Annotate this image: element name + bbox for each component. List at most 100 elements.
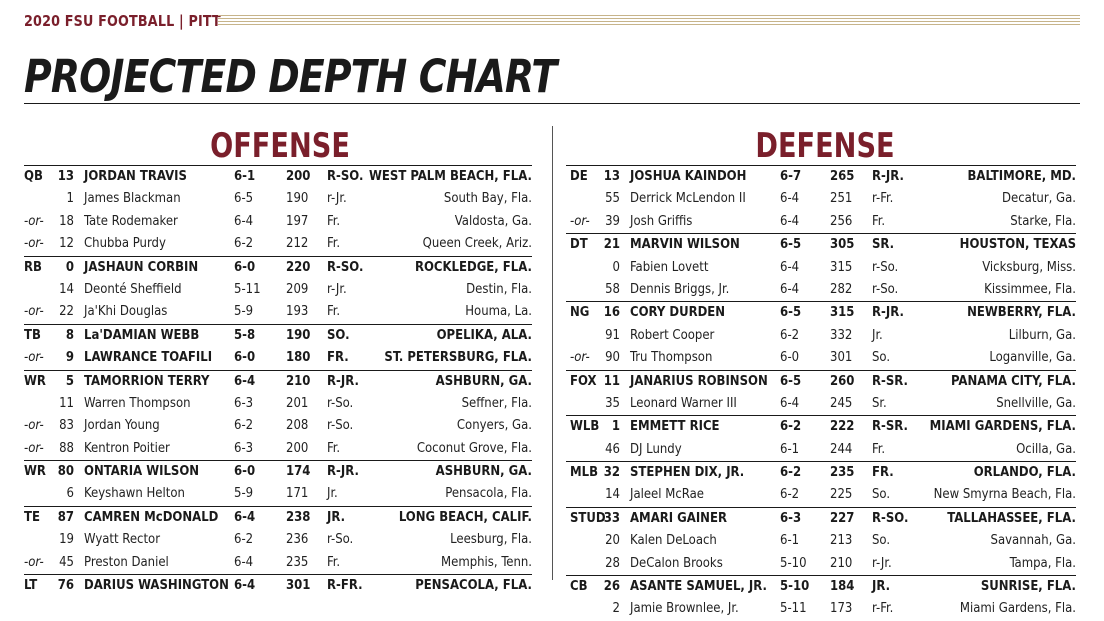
offense-pos: -or-: [24, 213, 44, 229]
offense-pos: WR: [24, 464, 46, 480]
defense-wt: 244: [830, 441, 853, 457]
defense-num: 39: [605, 213, 620, 229]
defense-row: FOX 11 JANARIUS ROBINSON 6-5 260 R-SR. PANAMA …: [566, 369, 1076, 393]
defense-cl: Fr.: [872, 213, 886, 229]
offense-cl: r-So.: [327, 395, 354, 411]
defense-cl: r-So.: [872, 281, 899, 297]
defense-wt: 251: [830, 191, 853, 207]
defense-ht: 6-2: [780, 465, 802, 481]
defense-hometown: Tampa, Fla.: [1009, 555, 1076, 571]
offense-num: 76: [57, 578, 74, 594]
defense-depth-chart: DE 13 JOSHUA KAINDOH 6-7 265 R-JR. BALTIMORE, …: [566, 165, 1076, 621]
defense-cl: Sr.: [872, 395, 887, 411]
offense-num: 19: [59, 532, 74, 548]
defense-row: 14 Jaleel McRae 6-2 225 So. New Smyrna Beach,…: [566, 484, 1076, 506]
defense-wt: 245: [830, 395, 853, 411]
offense-cl: R-SO.: [327, 169, 364, 184]
offense-wt: 235: [286, 554, 309, 570]
offense-row: -or- 12 Chubba Purdy 6-2 212 Fr. Queen Creek, …: [24, 233, 532, 255]
defense-num: 91: [605, 327, 620, 343]
defense-num: 11: [603, 373, 620, 389]
offense-row: 1 James Blackman 6-5 190 r-Jr. South Bay, Fla…: [24, 188, 532, 210]
offense-wt: 174: [286, 464, 311, 480]
offense-row: RB 0 JASHAUN CORBIN 6-0 220 R-SO. ROCKLEDGE, F…: [24, 255, 532, 279]
defense-cl: r-Fr.: [872, 191, 894, 207]
defense-hometown: Savannah, Ga.: [990, 533, 1076, 549]
defense-num: 33: [603, 510, 620, 526]
defense-ht: 6-2: [780, 419, 802, 435]
offense-num: 22: [59, 304, 74, 320]
defense-hometown: Lilburn, Ga.: [1008, 327, 1076, 343]
offense-wt: 210: [286, 373, 311, 389]
defense-ht: 5-10: [780, 579, 810, 595]
header-label: 2020 FSU FOOTBALL | PITT: [24, 12, 221, 30]
offense-hometown: ST. PETERSBURG, FLA.: [384, 350, 532, 366]
offense-depth-chart: QB 13 JORDAN TRAVIS 6-1 200 R-SO. WEST PALM BE…: [24, 165, 532, 597]
offense-row: -or- 22 Ja'Khi Douglas 5-9 193 Fr. Houma, La.: [24, 301, 532, 323]
defense-pos: MLB: [570, 465, 599, 481]
defense-pos: -or-: [570, 350, 590, 366]
offense-name: Warren Thompson: [84, 395, 191, 411]
defense-wt: 235: [830, 465, 855, 481]
offense-wt: 190: [286, 191, 309, 207]
defense-ht: 6-5: [780, 237, 802, 253]
offense-hometown: ASHBURN, GA.: [435, 373, 532, 389]
defense-name: JANARIUS ROBINSON: [630, 373, 768, 389]
offense-hometown: Seffner, Fla.: [461, 395, 532, 411]
defense-hometown: Miami Gardens, Fla.: [959, 601, 1076, 617]
defense-cl: r-Jr.: [872, 555, 892, 571]
offense-num: 13: [57, 169, 74, 184]
offense-row: QB 13 JORDAN TRAVIS 6-1 200 R-SO. WEST PALM BE…: [24, 165, 532, 188]
offense-name: Chubba Purdy: [84, 236, 166, 252]
offense-wt: 238: [286, 509, 311, 525]
offense-name: JORDAN TRAVIS: [84, 169, 187, 184]
defense-row: 28 DeCalon Brooks 5-10 210 r-Jr. Tampa, Fla.: [566, 553, 1076, 575]
defense-name: Derrick McLendon II: [630, 191, 746, 207]
defense-cl: So.: [872, 487, 891, 503]
defense-cl: Jr.: [872, 327, 883, 343]
offense-ht: 6-4: [234, 509, 256, 525]
defense-pos: CB: [570, 579, 588, 595]
defense-num: 2: [612, 601, 620, 617]
defense-hometown: Decatur, Ga.: [1002, 191, 1076, 207]
offense-name: Kentron Poitier: [84, 440, 170, 456]
offense-hometown: WEST PALM BEACH, FLA.: [369, 169, 532, 184]
defense-ht: 6-4: [780, 213, 800, 229]
defense-ht: 6-5: [780, 373, 802, 389]
defense-ht: 6-4: [780, 281, 800, 297]
offense-num: 5: [65, 373, 74, 389]
defense-pos: DE: [570, 169, 588, 184]
offense-wt: 190: [286, 327, 311, 343]
defense-wt: 173: [830, 601, 853, 617]
offense-name: DARIUS WASHINGTON: [84, 578, 229, 594]
offense-pos: RB: [24, 259, 42, 275]
defense-ht: 6-2: [780, 327, 800, 343]
defense-hometown: PANAMA CITY, FLA.: [951, 373, 1076, 389]
offense-num: 9: [65, 350, 74, 366]
offense-ht: 6-4: [234, 554, 254, 570]
defense-num: 1: [611, 419, 620, 435]
offense-row: -or- 18 Tate Rodemaker 6-4 197 Fr. Valdosta, G…: [24, 211, 532, 233]
offense-ht: 6-2: [234, 418, 254, 434]
defense-wt: 213: [830, 533, 853, 549]
offense-hometown: LONG BEACH, CALIF.: [398, 509, 532, 525]
defense-num: 14: [605, 487, 620, 503]
offense-name: Keyshawn Helton: [84, 486, 185, 502]
offense-ht: 6-4: [234, 578, 256, 594]
defense-wt: 315: [830, 259, 853, 275]
defense-num: 28: [605, 555, 620, 571]
defense-cl: Fr.: [872, 441, 886, 457]
offense-row: LT 76 DARIUS WASHINGTON 6-4 301 R-FR. PENSACOL…: [24, 574, 532, 597]
defense-name: Kalen DeLoach: [630, 533, 717, 549]
defense-hometown: HOUSTON, TEXAS: [959, 237, 1076, 253]
defense-name: Fabien Lovett: [630, 259, 709, 275]
page-title: PROJECTED DEPTH CHART: [24, 50, 557, 103]
defense-row: 91 Robert Cooper 6-2 332 Jr. Lilburn, Ga.: [566, 325, 1076, 347]
offense-cl: Fr.: [327, 236, 341, 252]
offense-pos: -or-: [24, 350, 44, 366]
offense-name: Ja'Khi Douglas: [84, 304, 168, 320]
defense-name: JOSHUA KAINDOH: [630, 169, 747, 184]
offense-ht: 6-3: [234, 440, 254, 456]
offense-ht: 6-3: [234, 395, 254, 411]
defense-ht: 6-4: [780, 259, 800, 275]
